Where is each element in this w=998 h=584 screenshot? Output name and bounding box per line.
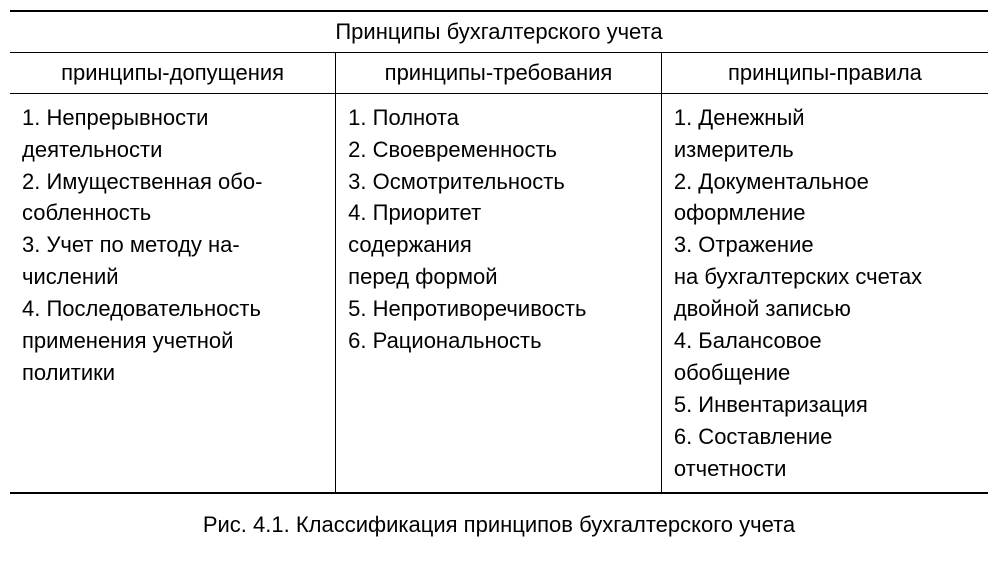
- column-header-1: принципы-требования: [336, 52, 662, 93]
- figure-caption: Рис. 4.1. Классификация принципов бухгал…: [10, 512, 988, 538]
- assumptions-list: 1. Непрерывности деятельности 2. Имущест…: [22, 102, 323, 389]
- cell-rules: 1. Денежный измеритель 2. Документальное…: [661, 93, 988, 493]
- rules-list: 1. Денежный измеритель 2. Документальное…: [674, 102, 976, 485]
- column-header-2: принципы-правила: [661, 52, 988, 93]
- table-header-row: принципы-допущения принципы-требования п…: [10, 52, 988, 93]
- cell-requirements: 1. Полнота 2. Своевременность 3. Осмотри…: [336, 93, 662, 493]
- table-title: Принципы бухгалтерского учета: [10, 11, 988, 52]
- requirements-list: 1. Полнота 2. Своевременность 3. Осмотри…: [348, 102, 649, 357]
- principles-table: Принципы бухгалтерского учета принципы-д…: [10, 10, 988, 494]
- table-body-row: 1. Непрерывности деятельности 2. Имущест…: [10, 93, 988, 493]
- cell-assumptions: 1. Непрерывности деятельности 2. Имущест…: [10, 93, 336, 493]
- table-title-row: Принципы бухгалтерского учета: [10, 11, 988, 52]
- column-header-0: принципы-допущения: [10, 52, 336, 93]
